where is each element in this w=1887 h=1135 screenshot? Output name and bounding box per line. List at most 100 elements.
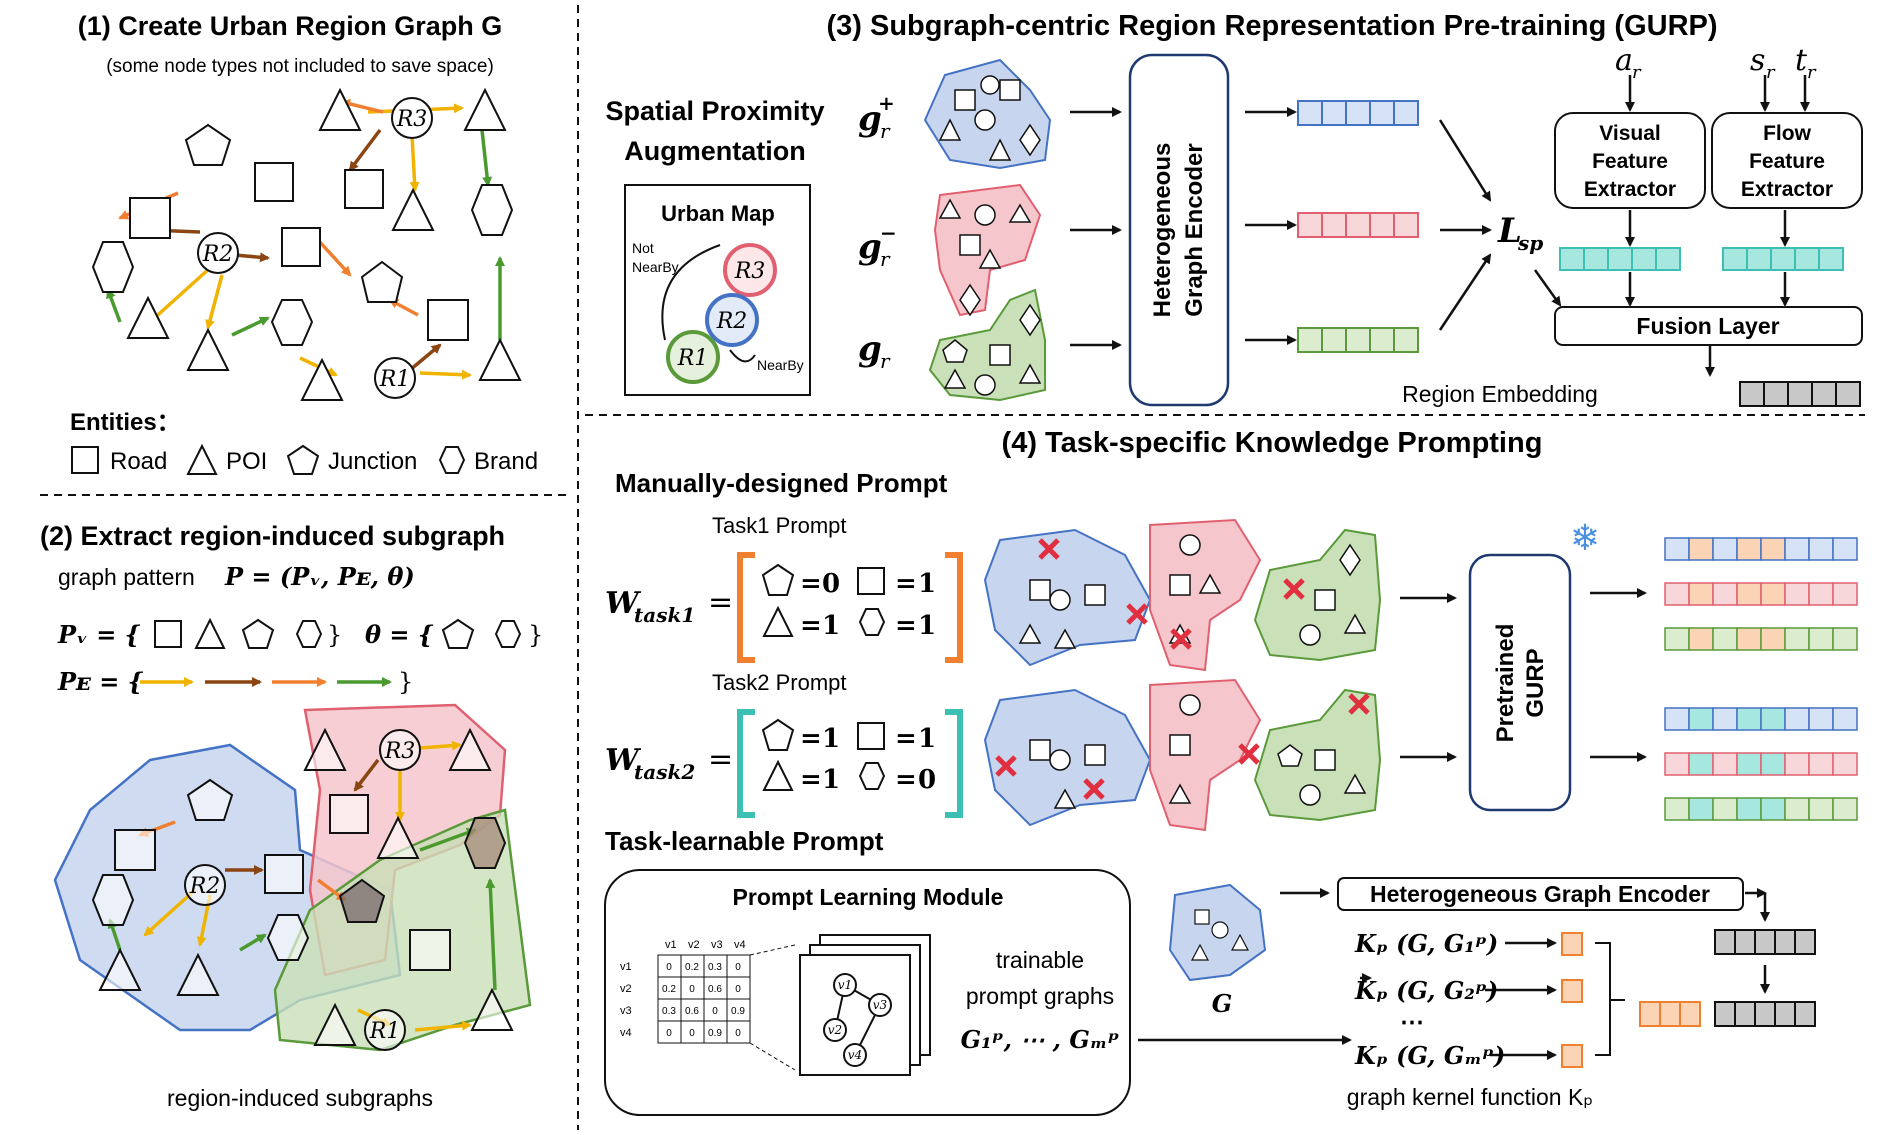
aug-line-1: Spatial Proximity	[605, 96, 824, 126]
g-symbol: G	[1212, 989, 1233, 1018]
legend-brand: Brand	[474, 448, 538, 475]
loss-label: L	[1497, 211, 1522, 251]
map-r1-label: R1	[677, 346, 709, 371]
region-embedding	[1739, 381, 1861, 407]
kernel-2: Kₚ (G, G₂ᵖ)	[1354, 976, 1498, 1005]
not-nearby-2: NearBy	[632, 259, 679, 275]
pattern-formula: P = (Pᵥ, Pᴇ, θ)	[224, 562, 415, 591]
panel-1-urban-region-graph: (1) Create Urban Region Graph G (some no…	[70, 11, 538, 475]
hge-box	[1337, 877, 1744, 911]
w-task1: W	[605, 586, 642, 621]
region-embedding-label: Region Embedding	[1402, 381, 1598, 407]
graph-embedding	[1714, 929, 1816, 955]
m02: 0.3	[708, 962, 722, 973]
mask-cross-icons	[1038, 538, 1305, 650]
pv-label: Pᵥ = {	[57, 620, 141, 649]
kernel-scores	[1561, 932, 1583, 1068]
t1-brand-val: 1	[918, 611, 936, 641]
adjacency-matrix: v1 v2 v3 v4 v1 v2 v3 v4 0 0.2 0.3 0 0.2 0 0.6…	[620, 939, 751, 1044]
map-r3	[723, 243, 777, 297]
g-pos-sub: r	[880, 119, 891, 143]
t2-eq-b: =	[895, 724, 917, 754]
ar-label: a	[1615, 43, 1633, 78]
encoder-line-1: Heterogeneous	[1149, 143, 1176, 318]
subgraph-anchor	[928, 288, 1046, 402]
panel-1-title: (1) Create Urban Region Graph G	[78, 11, 503, 41]
poi-triangle-icon	[186, 443, 218, 475]
pretrained-line-2: GURP	[1522, 648, 1549, 717]
pe-close: }	[398, 668, 413, 696]
col-v3: v3	[711, 939, 723, 951]
map-r1	[666, 330, 720, 384]
panel-2-title: (2) Extract region-induced subgraph	[40, 521, 505, 551]
m00: 0	[666, 962, 672, 973]
t2-eq-c: =	[800, 765, 822, 795]
panel-1-subtitle: (some node types not included to save sp…	[106, 56, 494, 77]
m32: 0.9	[708, 1028, 722, 1039]
t1-eq-b: =	[895, 569, 917, 599]
task2-label: Task2 Prompt	[712, 670, 847, 695]
task1-left-bracket	[737, 552, 755, 663]
task2-left-bracket	[737, 709, 755, 818]
aug-line-2: Augmentation	[624, 136, 806, 166]
pretrained-line-1: Pretrained	[1492, 624, 1519, 743]
subgraph-positive	[923, 58, 1052, 170]
m20: 0.3	[662, 1006, 676, 1017]
entities-label: Entities：	[70, 409, 181, 436]
manual-prompt-title: Manually-designed Prompt	[615, 468, 948, 498]
pv-poi-icon	[194, 617, 226, 649]
entity-legend: Road POI Junction Brand	[71, 443, 538, 475]
t1-road-val: 1	[918, 569, 936, 599]
task1-subgraphs	[983, 518, 1382, 672]
subgraph-negative	[933, 183, 1042, 317]
row-v3: v3	[620, 1005, 632, 1017]
panel-2-region-subgraph: (2) Extract region-induced subgraph grap…	[40, 521, 543, 1111]
t1-eq-a: =	[800, 569, 822, 599]
final-prompted-embedding	[1639, 1001, 1816, 1027]
pg-v1: v1	[838, 978, 852, 992]
m13: 0	[735, 984, 741, 995]
panel-4-title: (4) Task-specific Knowledge Prompting	[1002, 427, 1543, 459]
flow-line-1: Flow	[1763, 122, 1811, 145]
t1-junction-val: 0	[822, 569, 840, 599]
shared-junction-node	[338, 878, 386, 923]
flow-line-2: Feature	[1749, 150, 1825, 173]
r2-label: R2	[202, 242, 234, 267]
m03: 0	[735, 962, 741, 973]
visual-embedding	[1559, 247, 1681, 271]
not-nearby-1: Not	[632, 240, 654, 256]
t2-brand-val: 0	[918, 765, 936, 795]
pattern-text: graph pattern	[58, 564, 195, 590]
m01: 0.2	[685, 962, 699, 973]
col-v4: v4	[734, 939, 746, 951]
p2-r1-label: R1	[369, 1019, 401, 1044]
m31: 0	[689, 1028, 695, 1039]
hge-label: Heterogeneous Graph Encoder	[1370, 881, 1710, 907]
trainable-line-1: trainable	[996, 947, 1084, 973]
brand-hexagon-icon	[438, 446, 466, 474]
t1-eq-d: =	[895, 611, 917, 641]
tr-label: t	[1795, 43, 1808, 78]
m11: 0	[689, 984, 695, 995]
pv-junction-icon	[241, 618, 275, 649]
m33: 0	[735, 1028, 741, 1039]
r3-label: R3	[396, 107, 428, 132]
encoder-line-2: Graph Encoder	[1181, 143, 1208, 316]
task2-right-bracket	[945, 709, 963, 818]
t2-eq-d: =	[895, 765, 917, 795]
kernel-1: Kₚ (G, G₁ᵖ)	[1354, 929, 1498, 958]
col-v1: v1	[665, 939, 677, 951]
m10: 0.2	[662, 984, 676, 995]
hetero-graph-encoder	[1128, 53, 1230, 407]
fusion-layer	[1554, 306, 1863, 346]
p2-r2-label: R2	[189, 874, 221, 899]
visual-line-2: Feature	[1592, 150, 1668, 173]
col-v2: v2	[688, 939, 700, 951]
panel-3-gurp-pretraining: (3) Subgraph-centric Region Representati…	[605, 10, 1863, 407]
m23: 0.9	[731, 1006, 745, 1017]
row-v2: v2	[620, 983, 632, 995]
pe-label: Pᴇ = {	[57, 667, 144, 696]
nearby-label: NearBy	[757, 357, 804, 373]
panel-2-caption: region-induced subgraphs	[167, 1085, 433, 1111]
shared-brand-node	[463, 817, 507, 869]
